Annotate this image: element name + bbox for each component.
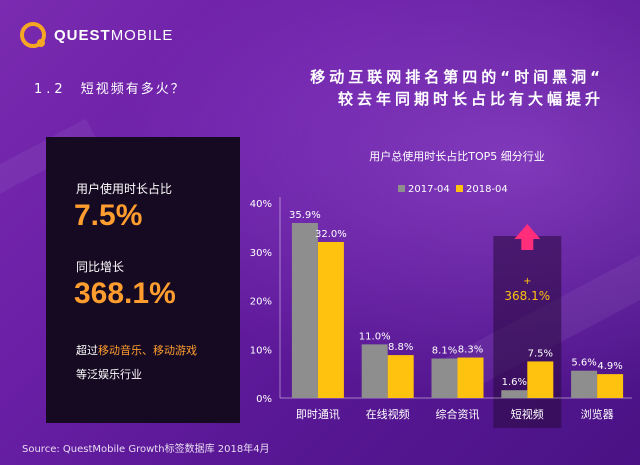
growth-sign: + xyxy=(523,276,531,287)
y-tick-label: 0% xyxy=(256,394,272,405)
headline-line-1: 移动互联网排名第四的“时间黑洞“ xyxy=(310,68,604,86)
legend-swatch xyxy=(456,185,463,192)
comparison-note: 超过移动音乐、移动游戏 xyxy=(76,342,197,358)
headline-line-2: 较去年同期时长占比有大幅提升 xyxy=(337,90,604,108)
comparison-note-prefix: 超过 xyxy=(76,344,98,357)
x-tick-label: 短视频 xyxy=(511,407,544,421)
x-tick-label: 综合资讯 xyxy=(436,407,480,421)
data-label: 8.3% xyxy=(458,345,483,356)
data-label: 11.0% xyxy=(359,331,391,342)
data-label: 7.5% xyxy=(528,348,553,359)
logo-text: QUESTMOBILE xyxy=(54,27,173,44)
y-tick-label: 20% xyxy=(250,297,272,308)
data-label: 32.0% xyxy=(315,229,347,240)
data-label: 35.9% xyxy=(289,210,321,221)
logo-text-light: MOBILE xyxy=(110,26,174,44)
usage-share-value: 7.5% xyxy=(74,199,143,232)
bar xyxy=(597,374,624,398)
x-tick-label: 浏览器 xyxy=(581,407,614,421)
section-number: 1.2 xyxy=(34,82,67,97)
y-tick-label: 40% xyxy=(250,199,272,210)
chart-title: 用户总使用时长占比TOP5 细分行业 xyxy=(369,149,545,163)
questmobile-logo-icon xyxy=(20,22,46,48)
bar xyxy=(387,355,414,398)
bar xyxy=(317,242,344,398)
growth-arrow-icon xyxy=(514,224,541,250)
x-tick-label: 在线视频 xyxy=(366,407,410,421)
section-title: 短视频有多火？ xyxy=(80,82,186,97)
legend-label: 2018-04 xyxy=(466,184,508,195)
legend-label: 2017-04 xyxy=(408,184,450,195)
legend-swatch xyxy=(398,185,405,192)
data-label: 1.6% xyxy=(502,377,527,388)
section-heading: 1.2 短视频有多火？ xyxy=(34,78,186,97)
stats-panel: 用户使用时长占比 7.5% 同比增长 368.1% 超过移动音乐、移动游戏 等泛… xyxy=(46,137,240,423)
comparison-note-highlight: 移动音乐、移动游戏 xyxy=(98,344,197,357)
data-label: 5.6% xyxy=(571,358,596,369)
y-tick-label: 10% xyxy=(250,345,272,356)
highlight-band xyxy=(493,236,562,428)
yoy-growth-value: 368.1% xyxy=(74,277,176,310)
x-tick-label: 即时通讯 xyxy=(296,408,340,421)
bar xyxy=(501,390,528,398)
data-label: 4.9% xyxy=(597,361,622,372)
bar xyxy=(457,357,484,398)
data-label: 8.8% xyxy=(388,342,413,353)
source-note: Source: QuestMobile Growth标签数据库 2018年4月 xyxy=(22,444,270,455)
growth-value: 368.1% xyxy=(504,289,550,303)
logo: QUESTMOBILE xyxy=(20,22,173,48)
data-label: 8.1% xyxy=(432,346,457,357)
bar xyxy=(361,344,388,398)
yoy-growth-label: 同比增长 xyxy=(76,260,125,274)
comparison-note-line-2: 等泛娱乐行业 xyxy=(76,368,142,381)
bar xyxy=(431,358,458,398)
usage-share-label: 用户使用时长占比 xyxy=(76,182,173,196)
y-tick-label: 30% xyxy=(250,248,272,259)
bar xyxy=(571,370,598,398)
bar xyxy=(291,222,318,398)
logo-text-bold: QUEST xyxy=(54,26,111,44)
headline: 移动互联网排名第四的“时间黑洞“ 较去年同期时长占比有大幅提升 xyxy=(310,66,604,110)
bar xyxy=(527,361,554,398)
